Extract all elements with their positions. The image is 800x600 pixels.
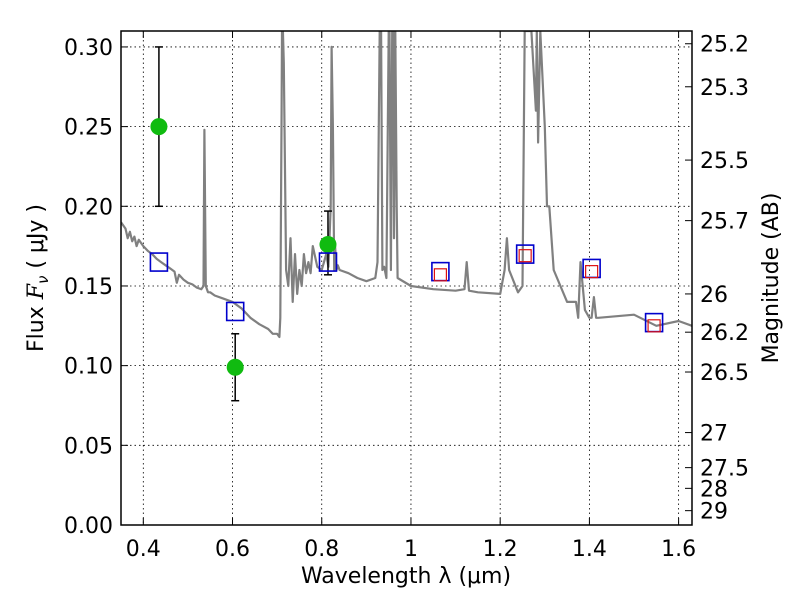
y-tick-label: 0.10 (64, 355, 113, 380)
y-tick-label: 0.25 (64, 116, 113, 141)
x-tick-label: 1 (404, 537, 418, 562)
y2-tick-label: 25.3 (700, 76, 749, 101)
series-group (121, 31, 692, 402)
y-tick-label: 0.05 (64, 434, 113, 459)
model-flux-square-red (518, 249, 532, 263)
y2-tick-label: 25.7 (700, 210, 749, 235)
axes-group: 0.4 0.6 0.8 1 1.2 1.4 1.6 0.00 0.05 0.10 0.15 0.20 0… (64, 31, 749, 562)
model-spectrum-line (121, 31, 692, 339)
y2-axis-label: Magnitude (AB) (759, 193, 784, 364)
x-tick-label: 1.2 (483, 537, 518, 562)
y-tick-label: 0.30 (64, 36, 113, 61)
y2-tick-label: 27.5 (700, 457, 749, 482)
grid-lines (121, 31, 692, 525)
x-tick-label: 1.4 (572, 537, 607, 562)
x-axis-label: Wavelength λ (μm) (301, 564, 511, 589)
y2-tick-label: 28 (700, 477, 728, 502)
model-flux-square-red (647, 319, 661, 333)
y-axis-label-prefix: Flux (24, 299, 49, 352)
x-tick-label: 0.8 (304, 537, 339, 562)
y2-tick-label: 26.5 (700, 361, 749, 386)
x-tick-label: 0.6 (215, 537, 250, 562)
observed-flux-point (150, 118, 168, 136)
y-axis-label-suffix: ( μJy ) (24, 204, 49, 276)
y2-tick-label: 25.2 (700, 33, 749, 58)
x-tick-label: 1.6 (661, 537, 696, 562)
y-axis-label-symbol: F (24, 283, 49, 300)
y-tick-label: 0.15 (64, 275, 113, 300)
y2-tick-label: 27 (700, 422, 728, 447)
y-axis-label-subscript: ν (34, 276, 52, 284)
y-tick-label: 0.20 (64, 195, 113, 220)
y2-tick-label: 26 (700, 283, 728, 308)
model-flux-square-blue (515, 244, 535, 264)
model-flux-square-red (585, 265, 599, 279)
plot-frame (120, 30, 693, 526)
y-axis-label: Flux Fν ( μJy ) (24, 204, 52, 352)
model-flux-square-blue (318, 252, 338, 272)
y2-tick-label: 25.5 (700, 149, 749, 174)
x-tick-label: 0.4 (126, 537, 161, 562)
model-flux-square-red (433, 268, 448, 282)
y2-tick-label: 26.2 (700, 321, 749, 346)
model-flux-square-blue (149, 252, 169, 272)
observed-flux-point (226, 358, 244, 376)
y2-tick-label: 29 (700, 500, 728, 525)
y-tick-label: 0.00 (64, 514, 113, 539)
model-flux-square-blue (225, 301, 245, 322)
observed-flux-point (319, 236, 337, 254)
